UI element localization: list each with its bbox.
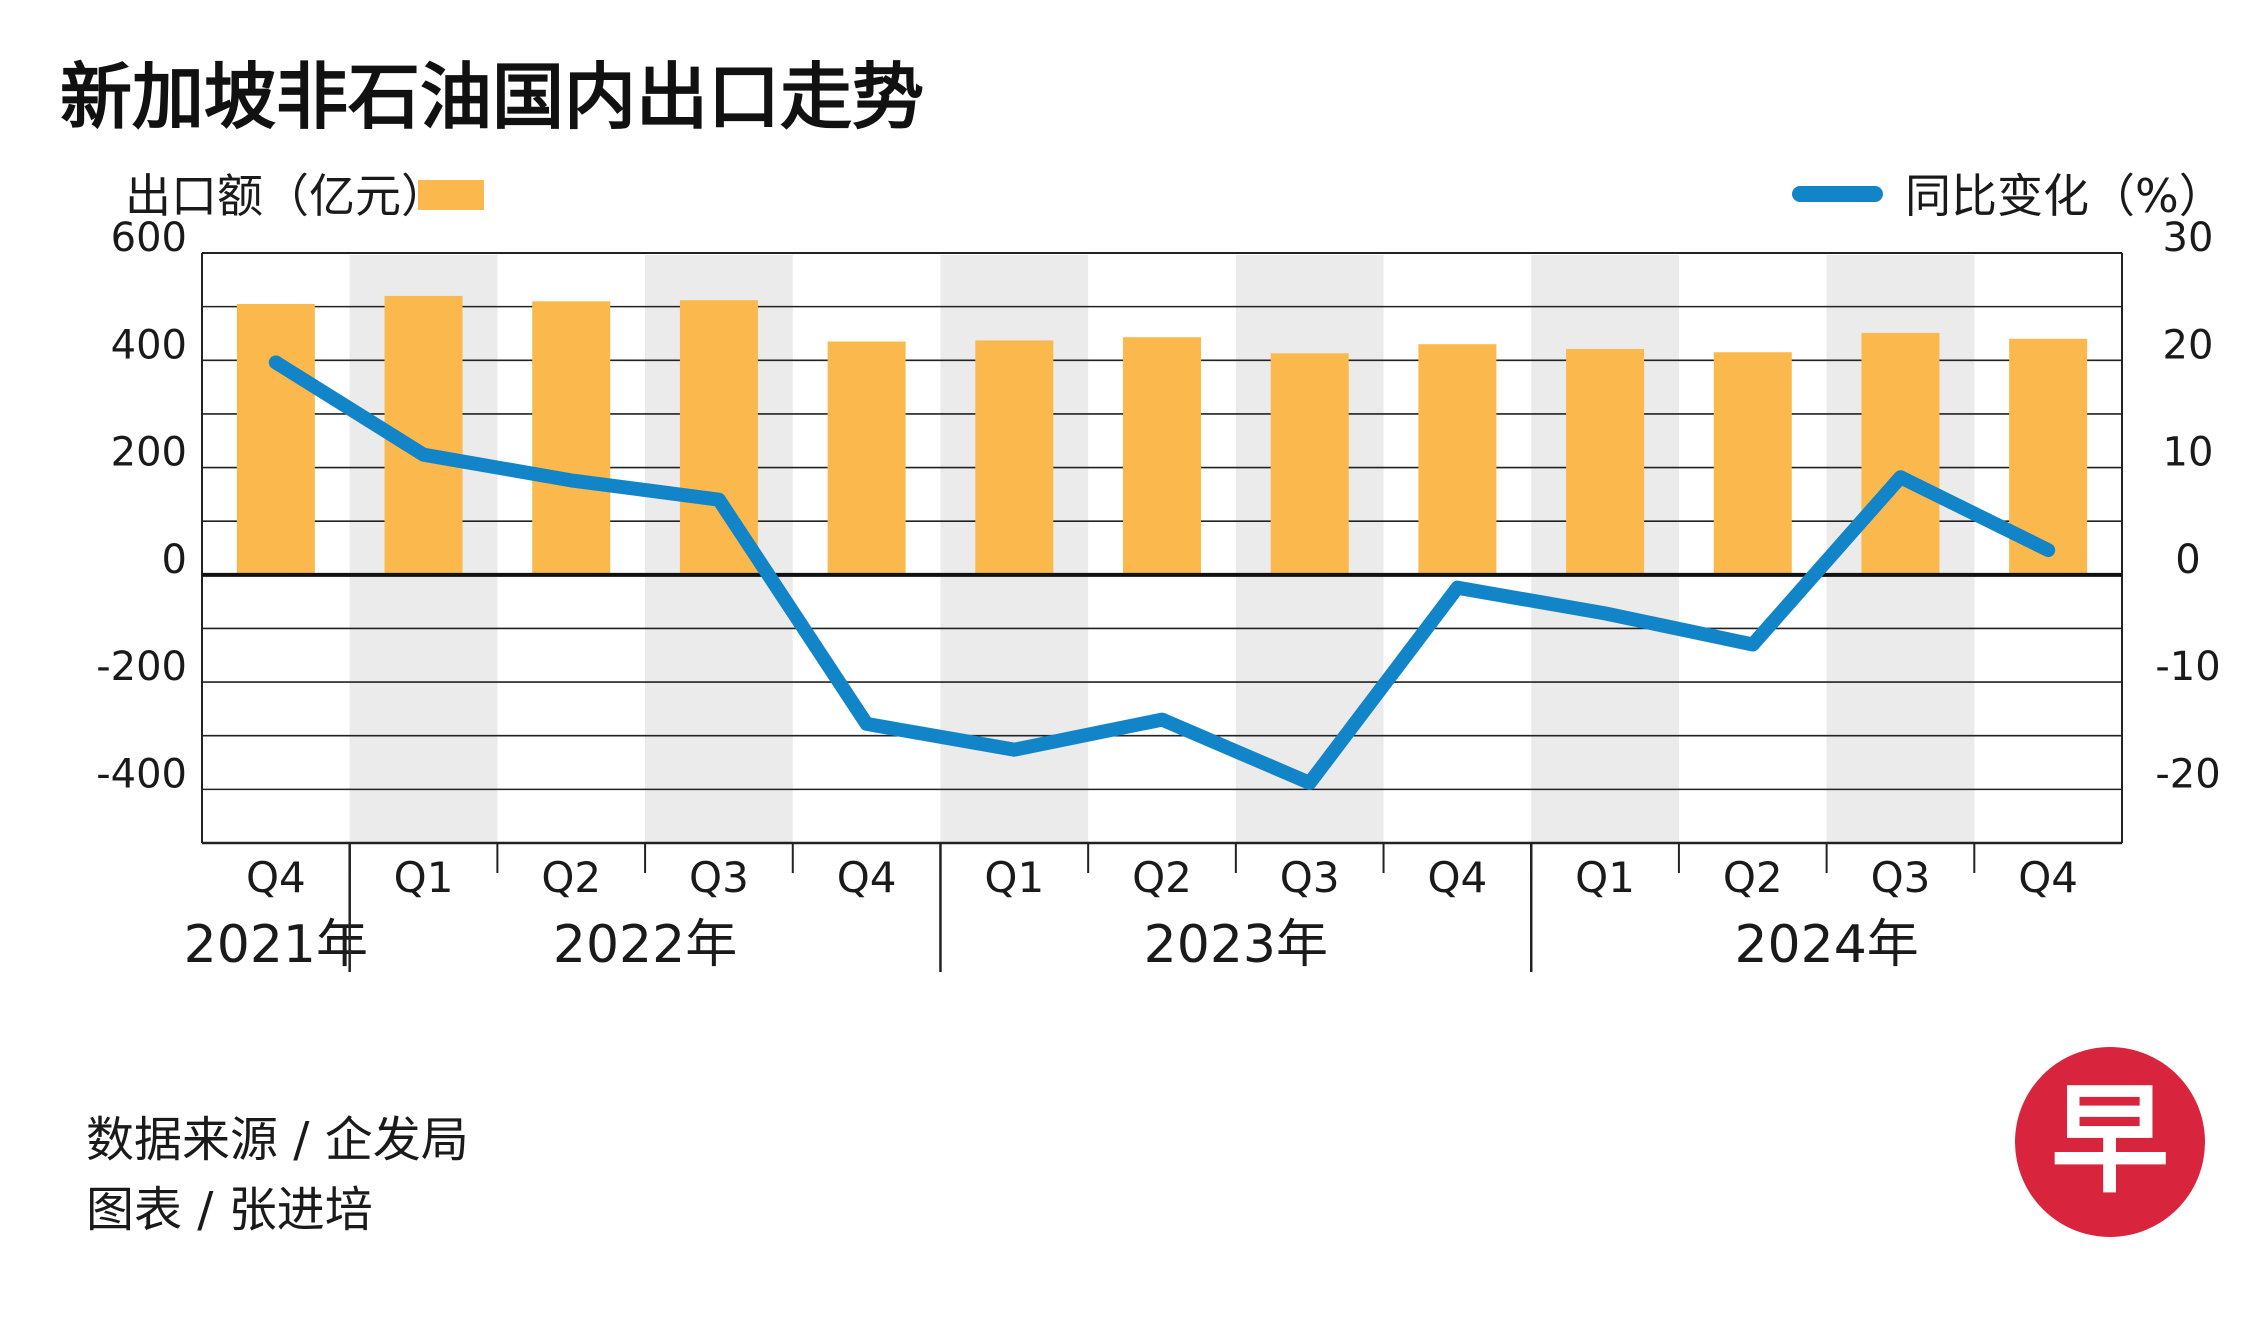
- quarter-label: Q3: [1871, 853, 1931, 902]
- yoy-line: [268, 355, 2056, 790]
- left-tick-label: 400: [111, 322, 187, 368]
- left-tick-label: 0: [162, 537, 187, 583]
- bar-legend-swatch: [418, 180, 484, 210]
- bar-7: [1270, 353, 1349, 575]
- chart-title: 新加坡非石油国内出口走势: [60, 55, 924, 139]
- left-axis-label: 出口额（亿元）: [125, 169, 447, 223]
- bar-8: [1418, 344, 1497, 575]
- bar-2: [532, 301, 611, 575]
- quarter-label: Q4: [246, 853, 306, 902]
- bar-10: [1713, 352, 1792, 575]
- left-axis-ticks: 600 400 200 0 -200 -400: [96, 215, 187, 797]
- right-tick-label: 20: [2163, 322, 2214, 368]
- quarter-label: Q2: [541, 853, 601, 902]
- left-tick-label: 200: [111, 430, 187, 476]
- quarter-label: Q3: [1280, 853, 1340, 902]
- credit-note: 图表 / 张进培: [86, 1182, 373, 1238]
- quarter-label: Q4: [837, 853, 897, 902]
- right-tick-label: -10: [2155, 644, 2220, 690]
- left-tick-label: -400: [96, 751, 187, 797]
- right-tick-label: 0: [2175, 537, 2200, 583]
- right-tick-label: -20: [2155, 751, 2220, 797]
- source-note: 数据来源 / 企发局: [86, 1112, 469, 1168]
- quarter-label: Q2: [1723, 853, 1783, 902]
- quarter-label: Q2: [1132, 853, 1192, 902]
- bar-series: [236, 295, 2088, 575]
- right-axis-ticks: 30 20 10 0 -10 -20: [2155, 215, 2220, 797]
- quarter-label: Q4: [1427, 853, 1487, 902]
- year-label: 2022年: [553, 915, 737, 975]
- bar-11: [1861, 332, 1940, 575]
- bar-4: [827, 341, 906, 575]
- bar-5: [975, 340, 1054, 575]
- quarter-label: Q4: [2018, 853, 2078, 902]
- left-tick-label: 600: [111, 215, 187, 261]
- year-label: 2021年: [184, 915, 368, 975]
- quarter-label: Q1: [394, 853, 454, 902]
- bar-0: [236, 303, 315, 575]
- bar-6: [1123, 337, 1201, 575]
- plot-frame: [201, 252, 2123, 845]
- right-legend: 同比变化（%）: [1792, 169, 2225, 223]
- bar-9: [1566, 349, 1645, 575]
- right-tick-label: 30: [2163, 215, 2214, 261]
- quarter-label: Q1: [1575, 853, 1635, 902]
- zaobao-logo: 早: [2015, 1047, 2205, 1237]
- quarter-label: Q3: [689, 853, 749, 902]
- left-legend: 出口额（亿元）: [125, 169, 484, 223]
- right-tick-label: 10: [2163, 430, 2214, 476]
- logo-circle: [2015, 1047, 2205, 1237]
- line-series-group: [268, 355, 2056, 790]
- x-axis-labels: Q4 Q1 Q2 Q3 Q4 Q1 Q2 Q3 Q4 Q1 Q2 Q3 Q4 2021年 2022年 2023…: [184, 843, 2078, 975]
- logo-text: 早: [2051, 1071, 2169, 1209]
- left-tick-label: -200: [96, 644, 187, 690]
- year-label: 2024年: [1734, 915, 1918, 975]
- year-label: 2023年: [1144, 915, 1328, 975]
- quarter-label: Q1: [984, 853, 1044, 902]
- right-axis-label: 同比变化（%）: [1905, 169, 2225, 223]
